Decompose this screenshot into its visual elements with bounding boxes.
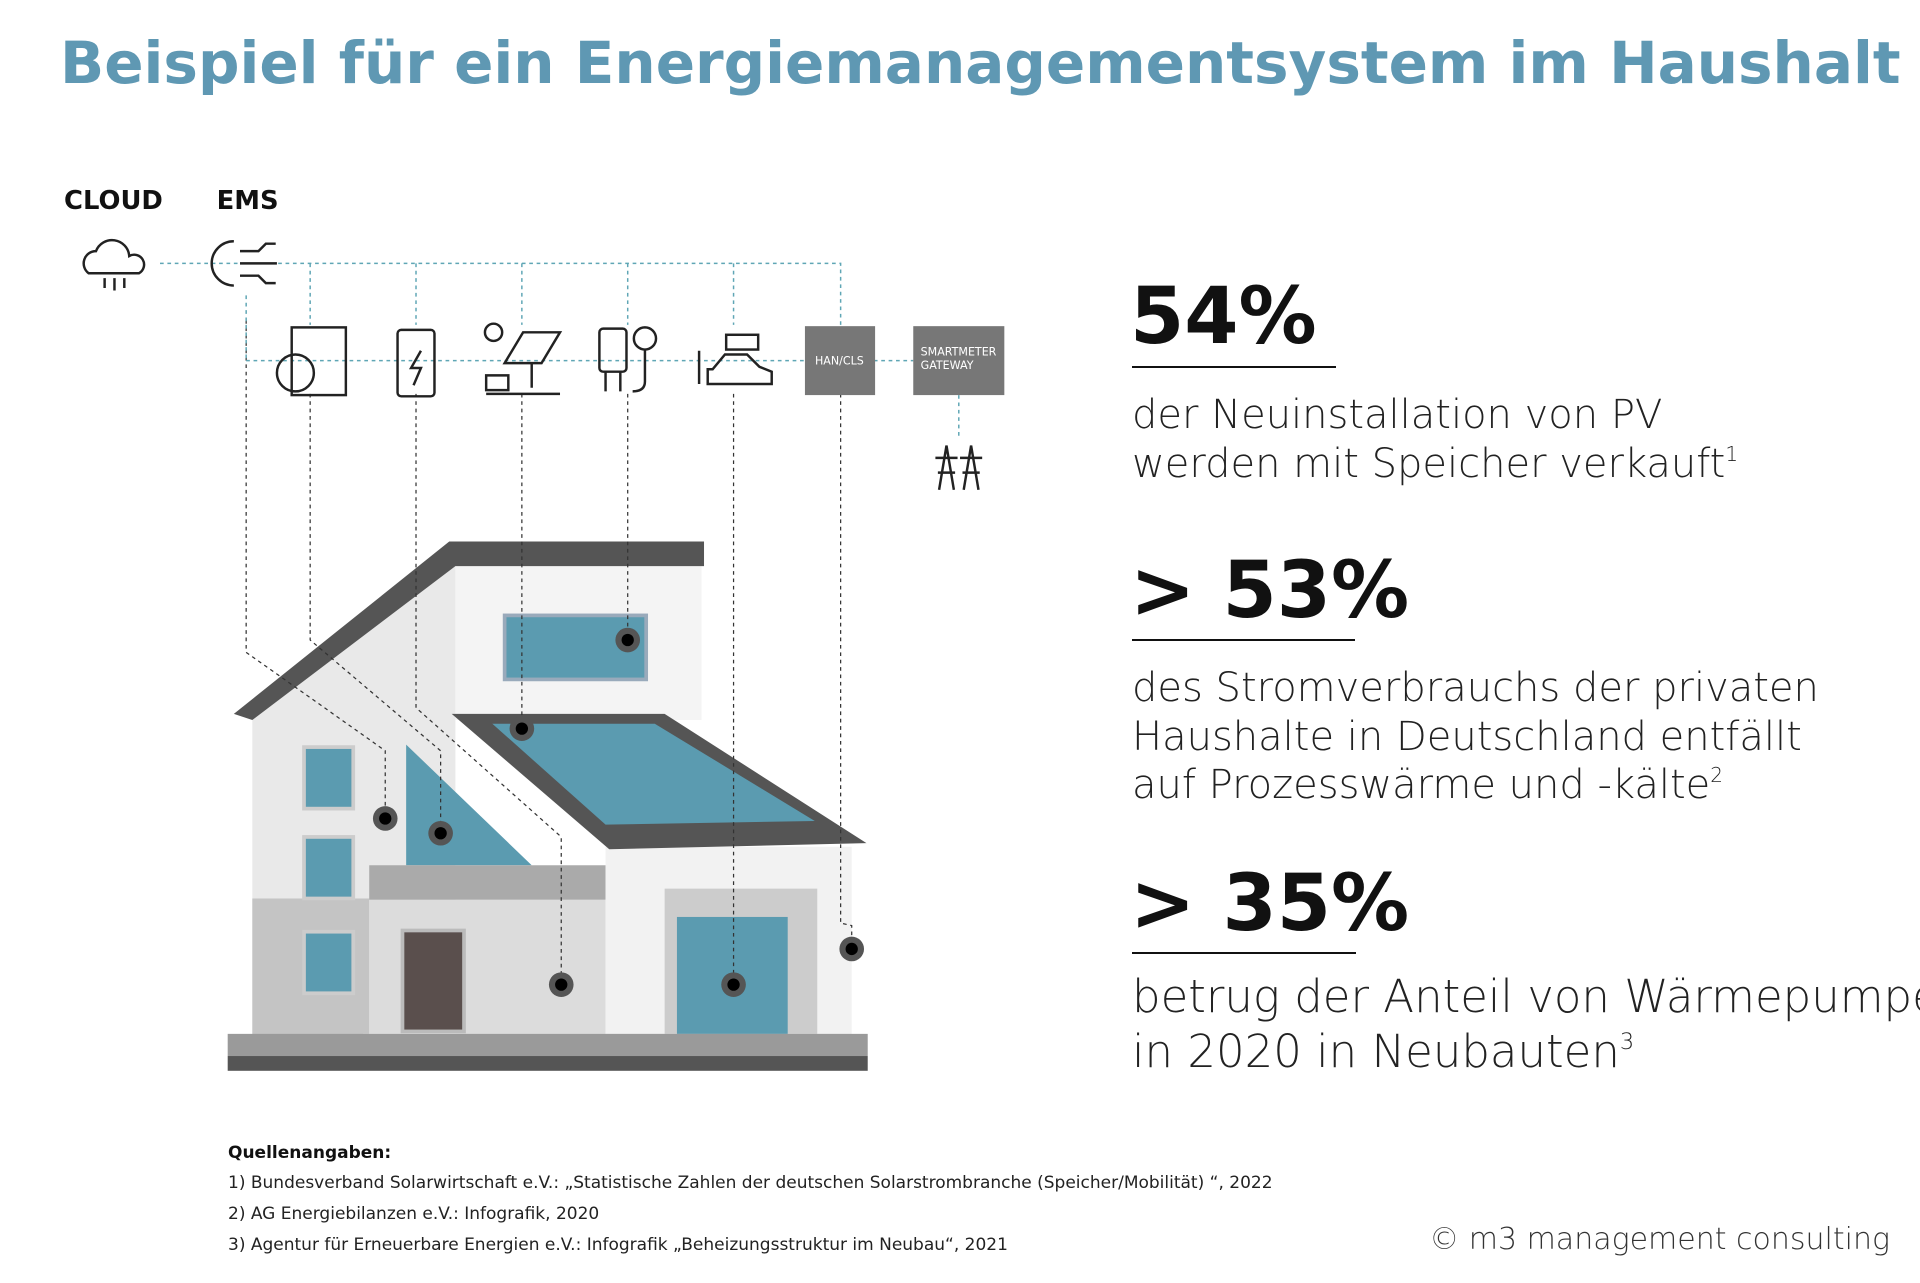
stat-line: betrug der Anteil von Wärmepumpen (1132, 970, 1920, 1023)
gateway-label: GATEWAY (921, 359, 974, 372)
pylon-icon (935, 445, 983, 491)
source-item: 2) AG Energiebilanzen e.V.: Infografik, … (228, 1204, 599, 1224)
han-box (804, 326, 876, 396)
stat-text: betrug der Anteil von Wärmepumpen (1132, 970, 1920, 1023)
connection-dot-center (621, 633, 634, 647)
car-icon (697, 350, 773, 386)
stat-value: > 35% (1130, 859, 1409, 949)
stat-text: der Neuinstallation von PV (1132, 392, 1662, 438)
car-battery-icon (724, 333, 760, 351)
shower-icon (632, 326, 658, 351)
sources-heading: Quellenangaben: (228, 1143, 391, 1163)
ems-icon (210, 240, 277, 287)
stat-line: des Stromverbrauchs der privaten (1132, 665, 1819, 711)
stat-line: werden mit Speicher verkauft (1132, 441, 1725, 487)
battery-icon (396, 328, 436, 398)
data-bus (160, 262, 842, 325)
stat-line: in 2020 in Neubauten (1132, 1025, 1620, 1078)
washer-icon (290, 326, 348, 397)
connection-dot-center (555, 978, 568, 991)
connection-line (840, 393, 853, 949)
connection-line (415, 393, 562, 985)
connection-dot-center (379, 812, 392, 825)
balcony (369, 865, 606, 900)
solar-icon (484, 363, 561, 396)
copyright: © m3 management consulting (1429, 1222, 1890, 1257)
page-title: Beispiel für ein Energiemanagementsystem… (60, 29, 1901, 97)
shower-icon (604, 349, 647, 393)
connection-dot-center (845, 942, 858, 956)
sources: Quellenangaben: 1) Bundesverband Solarwi… (228, 1143, 1273, 1255)
footnote-mark: 1 (1725, 442, 1738, 466)
battery-icon (408, 350, 423, 386)
roof (233, 541, 705, 721)
stat-text: werden mit Speicher verkauft1 (1132, 441, 1738, 487)
cloud-icon (82, 238, 146, 291)
solar-icon (502, 331, 563, 365)
stat-line: Haushalte in Deutschland entfällt (1132, 714, 1802, 760)
washer-icon (275, 353, 316, 393)
cloud-label: CLOUD (64, 186, 163, 216)
footnote-mark: 2 (1710, 763, 1723, 787)
gateway-label: SMARTMETER (921, 346, 997, 359)
ground-left (227, 1033, 868, 1057)
source-item: 3) Agentur für Erneuerbare Energien e.V.… (228, 1235, 1008, 1255)
connection-line (309, 393, 442, 834)
heater-icon (598, 327, 628, 373)
connection-dot-center (515, 722, 529, 735)
stat-value: > 53% (1130, 546, 1409, 636)
stat-line: auf Prozesswärme und -kälte (1132, 762, 1710, 808)
stat-text: des Stromverbrauchs der privaten (1132, 665, 1819, 711)
ground (227, 1056, 868, 1071)
window (302, 745, 356, 811)
footnote-mark: 3 (1620, 1029, 1634, 1055)
door (400, 928, 466, 1034)
connection-dot-center (434, 827, 447, 840)
solar-panels (492, 723, 815, 825)
gateway-box (913, 326, 1005, 396)
stat-value: 54% (1130, 272, 1317, 362)
connection-dot-center (727, 978, 740, 991)
connection-line (245, 320, 386, 819)
han-label: HAN/CLS (815, 354, 864, 367)
window (302, 929, 356, 996)
sun-icon (483, 322, 504, 343)
stat-text: auf Prozesswärme und -kälte2 (1132, 762, 1723, 808)
source-item: 1) Bundesverband Solarwirtschaft e.V.: „… (228, 1173, 1273, 1193)
window (302, 835, 356, 901)
ems-label: EMS (217, 186, 279, 216)
stat-text: Haushalte in Deutschland entfällt (1132, 714, 1802, 760)
stat-line: der Neuinstallation von PV (1132, 392, 1662, 438)
stat-text: in 2020 in Neubauten3 (1132, 1025, 1634, 1078)
